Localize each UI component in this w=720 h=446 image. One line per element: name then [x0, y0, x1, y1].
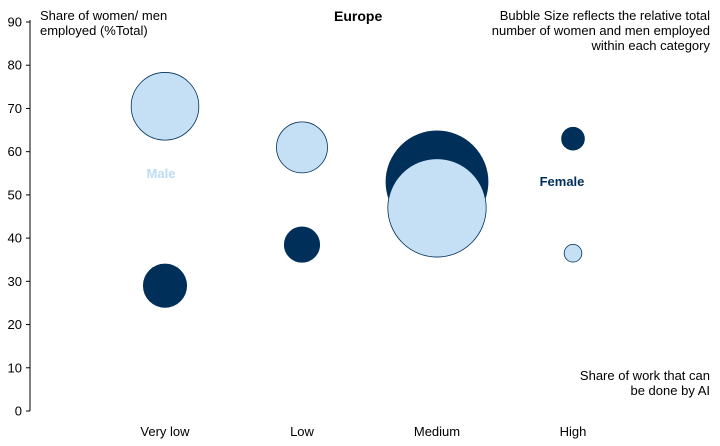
chart-title: Europe	[334, 8, 383, 24]
x-tick-label: Low	[290, 424, 314, 439]
y-tick-label: 20	[8, 317, 22, 332]
y-tick-label: 50	[8, 187, 22, 202]
axes-layer: 0 10 20 30 40 50 60 70 80 90 Very low Low Medium High	[8, 15, 587, 440]
y-axis-title-line-1: Share of women/ men	[40, 8, 168, 23]
labels-layer: Male Female	[147, 166, 585, 189]
y-tick-label: 90	[8, 15, 22, 30]
bubble-size-note-line-2: number of women and men employed	[491, 23, 710, 38]
bubbles-layer	[130, 72, 585, 308]
bubble-male-very-low	[130, 72, 200, 141]
x-axis-title-line-2: be done by AI	[630, 383, 710, 398]
y-tick-label: 70	[8, 101, 22, 116]
series-label-female: Female	[540, 174, 585, 189]
x-axis-title-line-1: Share of work that can	[579, 368, 710, 383]
y-tick-label: 0	[15, 404, 22, 419]
bubble-male-medium	[387, 158, 487, 258]
bubble-size-note-line-1: Bubble Size reflects the relative total	[499, 8, 710, 23]
x-tick-label: Very low	[140, 424, 190, 439]
y-tick-label: 40	[8, 231, 22, 246]
bubble-male-low	[276, 121, 328, 174]
x-tick-label: Medium	[414, 424, 460, 439]
bubble-size-note-line-3: within each category	[591, 38, 710, 53]
bubble-male-high	[563, 244, 583, 263]
bubble-female-very-low	[142, 263, 188, 308]
x-axis-title: Share of work that can be done by AI	[490, 368, 710, 398]
x-tick-label: High	[560, 424, 587, 439]
series-label-male: Male	[147, 166, 176, 181]
y-tick-label: 10	[8, 360, 22, 375]
bubble-female-low	[283, 226, 321, 263]
y-axis-title: Share of women/ men employed (%Total)	[40, 8, 167, 38]
bubble-size-note: Bubble Size reflects the relative total …	[410, 8, 710, 53]
y-tick-label: 60	[8, 144, 22, 159]
y-tick-label: 80	[8, 58, 22, 73]
bubble-female-high	[561, 126, 585, 151]
y-axis-title-line-2: employed (%Total)	[40, 23, 148, 38]
y-tick-label: 30	[8, 274, 22, 289]
